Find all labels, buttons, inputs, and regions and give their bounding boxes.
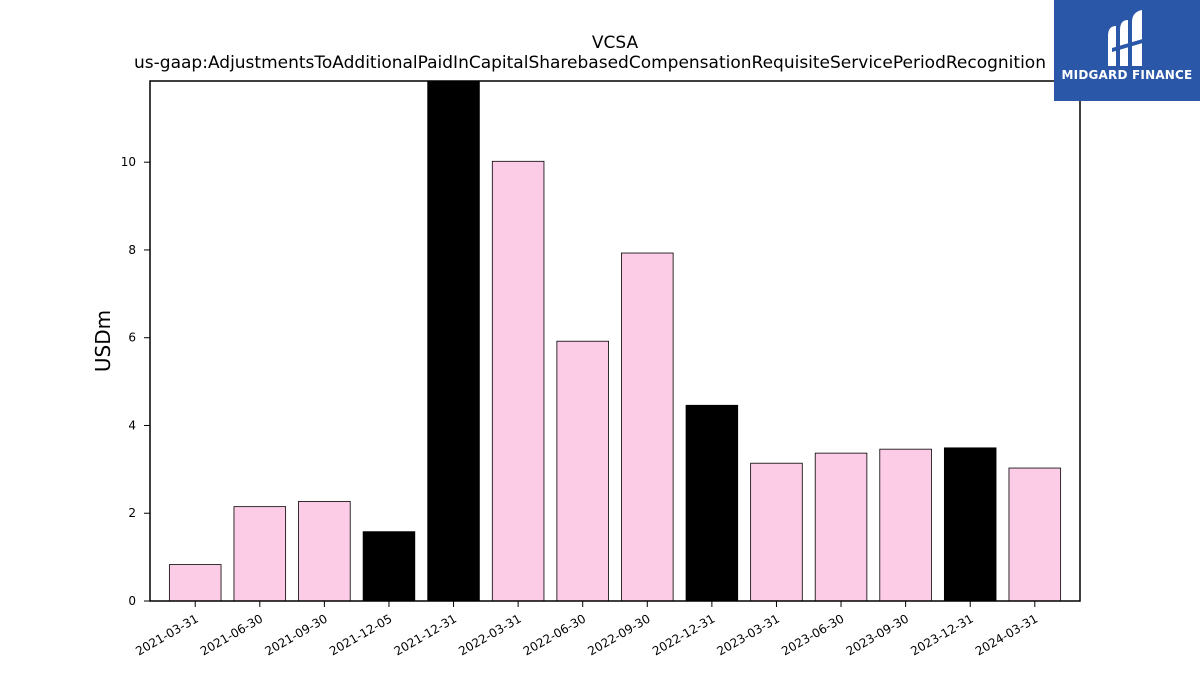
y-tick-label: 6	[128, 331, 136, 345]
x-tick-label: 2022-06-30	[521, 611, 588, 658]
x-tick-label: 2022-03-31	[456, 611, 523, 658]
x-tick-label: 2024-03-31	[973, 611, 1040, 658]
y-ticks-group: 0 2 4 6 8 10	[121, 155, 150, 608]
x-tick-label: 2022-12-31	[650, 611, 717, 658]
bar-2021-03-31	[168, 564, 222, 602]
bar-2023-09-30	[879, 448, 932, 602]
bar-2021-12-31	[427, 80, 480, 602]
chart-title-line-1: VCSA	[592, 33, 639, 53]
midgard-logo-icon	[1108, 10, 1146, 66]
midgard-finance-logo: MIDGARD FINANCE	[1054, 0, 1200, 101]
bar-2022-03-31	[491, 160, 545, 602]
bar-2021-06-30	[233, 506, 287, 602]
bar-2021-12-05	[362, 531, 416, 602]
x-tick-label: 2023-03-31	[715, 611, 782, 658]
y-tick-label: 0	[128, 594, 136, 608]
x-tick-label: 2023-09-30	[844, 611, 911, 658]
bar-2023-06-30	[814, 452, 868, 602]
y-tick-label: 4	[128, 418, 136, 432]
x-ticks-group: 2021-03-312021-06-302021-09-302021-12-05…	[133, 601, 1040, 658]
bar-2022-12-31	[685, 404, 739, 602]
bar-2021-09-30	[298, 500, 351, 602]
bar-2023-03-31	[750, 462, 803, 602]
x-tick-label: 2023-12-31	[908, 611, 975, 658]
x-tick-label: 2021-03-31	[133, 611, 200, 658]
bar-2022-09-30	[621, 252, 674, 602]
chart-title-line-2: us-gaap:AdjustmentsToAdditionalPaidInCap…	[134, 53, 1046, 73]
logo-text: MIDGARD FINANCE	[1061, 68, 1193, 82]
x-tick-label: 2021-06-30	[198, 611, 265, 658]
y-tick-label: 2	[128, 506, 136, 520]
bar-2024-03-31	[1008, 467, 1062, 602]
x-tick-label: 2023-06-30	[779, 611, 846, 658]
x-tick-label: 2022-09-30	[585, 611, 652, 658]
bar-2022-06-30	[556, 340, 609, 602]
y-tick-label: 10	[121, 155, 136, 169]
bar-2023-12-31	[943, 447, 997, 602]
bars-group	[168, 80, 1062, 602]
x-tick-label: 2021-12-05	[327, 611, 394, 658]
y-tick-label: 8	[128, 243, 136, 257]
plot-frame	[149, 80, 1081, 602]
x-tick-label: 2021-09-30	[262, 611, 329, 658]
x-tick-label: 2021-12-31	[392, 611, 459, 658]
y-axis-label: USDm	[91, 310, 115, 372]
